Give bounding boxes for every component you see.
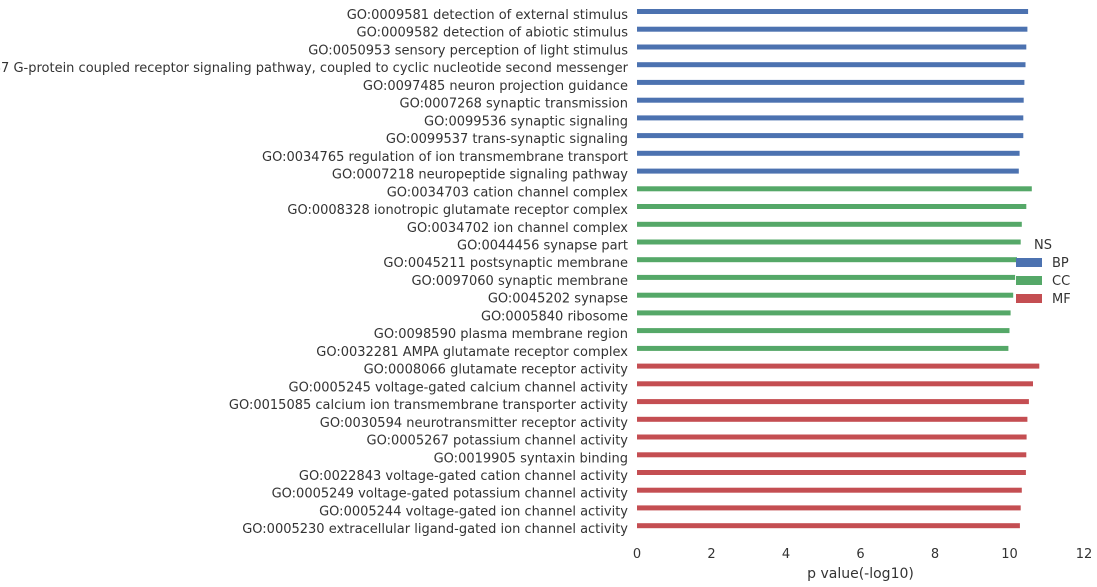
- category-label: GO:0032281 AMPA glutamate receptor compl…: [316, 345, 628, 360]
- bar: [637, 239, 1021, 245]
- bar: [637, 62, 1026, 68]
- category-labels: GO:0009581 detection of external stimulu…: [0, 8, 629, 537]
- x-tick-label: 4: [782, 547, 790, 562]
- bar: [637, 115, 1024, 121]
- bar: [637, 381, 1033, 387]
- category-label: GO:0005230 extracellular ligand-gated io…: [242, 522, 628, 537]
- bar: [637, 257, 1017, 263]
- legend-title: NS: [1034, 238, 1052, 253]
- category-label: GO:0007218 neuropeptide signaling pathwa…: [332, 168, 628, 183]
- bar: [637, 292, 1014, 298]
- bar: [637, 452, 1027, 458]
- bar: [637, 186, 1032, 192]
- bar: [637, 505, 1021, 511]
- bar: [637, 150, 1020, 156]
- category-label: GO:0099536 synaptic signaling: [424, 114, 628, 129]
- bar: [637, 399, 1029, 405]
- category-label: GO:0045202 synapse: [488, 292, 628, 307]
- legend-label: CC: [1052, 274, 1070, 289]
- legend-swatch: [1016, 276, 1042, 285]
- category-label: GO:0005249 voltage-gated potassium chann…: [272, 487, 629, 502]
- bar: [637, 9, 1029, 14]
- legend: NS BP CC MF: [1016, 238, 1071, 307]
- category-label: GO:0007187 G-protein coupled receptor si…: [0, 61, 629, 76]
- bar: [637, 26, 1028, 32]
- category-label: GO:0007268 synaptic transmission: [400, 97, 628, 112]
- bar: [637, 310, 1011, 316]
- category-label: GO:0008066 glutamate receptor activity: [364, 363, 629, 378]
- bar: [637, 79, 1025, 85]
- category-label: GO:0097060 synaptic membrane: [411, 274, 628, 289]
- category-label: GO:0045211 postsynaptic membrane: [383, 256, 628, 271]
- bars-layer: [637, 9, 1040, 529]
- legend-label: BP: [1052, 256, 1069, 271]
- category-label: GO:0044456 synapse part: [457, 239, 628, 254]
- legend-swatch: [1016, 294, 1042, 303]
- bar: [637, 345, 1009, 351]
- category-label: GO:0034765 regulation of ion transmembra…: [262, 150, 628, 165]
- bar: [637, 328, 1010, 334]
- category-label: GO:0099537 trans-synaptic signaling: [386, 132, 628, 147]
- bar: [637, 523, 1020, 529]
- category-label: GO:0005840 ribosome: [481, 309, 628, 324]
- bar: [637, 133, 1024, 139]
- category-label: GO:0009581 detection of external stimulu…: [347, 8, 629, 23]
- category-label: GO:0005244 voltage-gated ion channel act…: [319, 504, 628, 519]
- bar: [637, 44, 1027, 50]
- x-tick-label: 6: [856, 547, 864, 562]
- x-tick-label: 12: [1076, 547, 1093, 562]
- bar: [637, 470, 1026, 475]
- bar: [637, 168, 1019, 174]
- category-label: GO:0097485 neuron projection guidance: [363, 79, 628, 94]
- bar: [637, 97, 1024, 103]
- bar: [637, 274, 1016, 280]
- bar: [637, 487, 1022, 493]
- bar: [637, 204, 1027, 209]
- category-label: GO:0005267 potassium channel activity: [367, 434, 629, 449]
- category-label: GO:0022843 voltage-gated cation channel …: [299, 469, 628, 484]
- category-label: GO:0009582 detection of abiotic stimulus: [357, 26, 629, 41]
- bar: [637, 363, 1040, 369]
- x-axis-title: p value(-log10): [807, 566, 914, 582]
- category-label: GO:0019905 syntaxin binding: [434, 451, 628, 466]
- x-tick-label: 2: [707, 547, 715, 562]
- category-label: GO:0050953 sensory perception of light s…: [308, 44, 628, 59]
- category-label: GO:0015085 calcium ion transmembrane tra…: [229, 398, 628, 413]
- bar: [637, 221, 1022, 227]
- category-label: GO:0098590 plasma membrane region: [374, 327, 628, 342]
- category-label: GO:0034702 ion channel complex: [407, 221, 628, 236]
- bar: [637, 416, 1028, 422]
- legend-label: MF: [1052, 292, 1071, 307]
- category-label: GO:0030594 neurotransmitter receptor act…: [320, 416, 629, 431]
- legend-swatch: [1016, 258, 1042, 267]
- x-axis-ticks: 0 2 4 6 8 10 12: [633, 547, 1092, 562]
- category-label: GO:0008328 ionotropic glutamate receptor…: [287, 203, 628, 218]
- x-tick-label: 10: [1001, 547, 1018, 562]
- bar: [637, 434, 1027, 440]
- x-tick-label: 8: [931, 547, 939, 562]
- category-label: GO:0005245 voltage-gated calcium channel…: [289, 380, 629, 395]
- category-label: GO:0034703 cation channel complex: [387, 185, 629, 200]
- x-tick-label: 0: [633, 547, 641, 562]
